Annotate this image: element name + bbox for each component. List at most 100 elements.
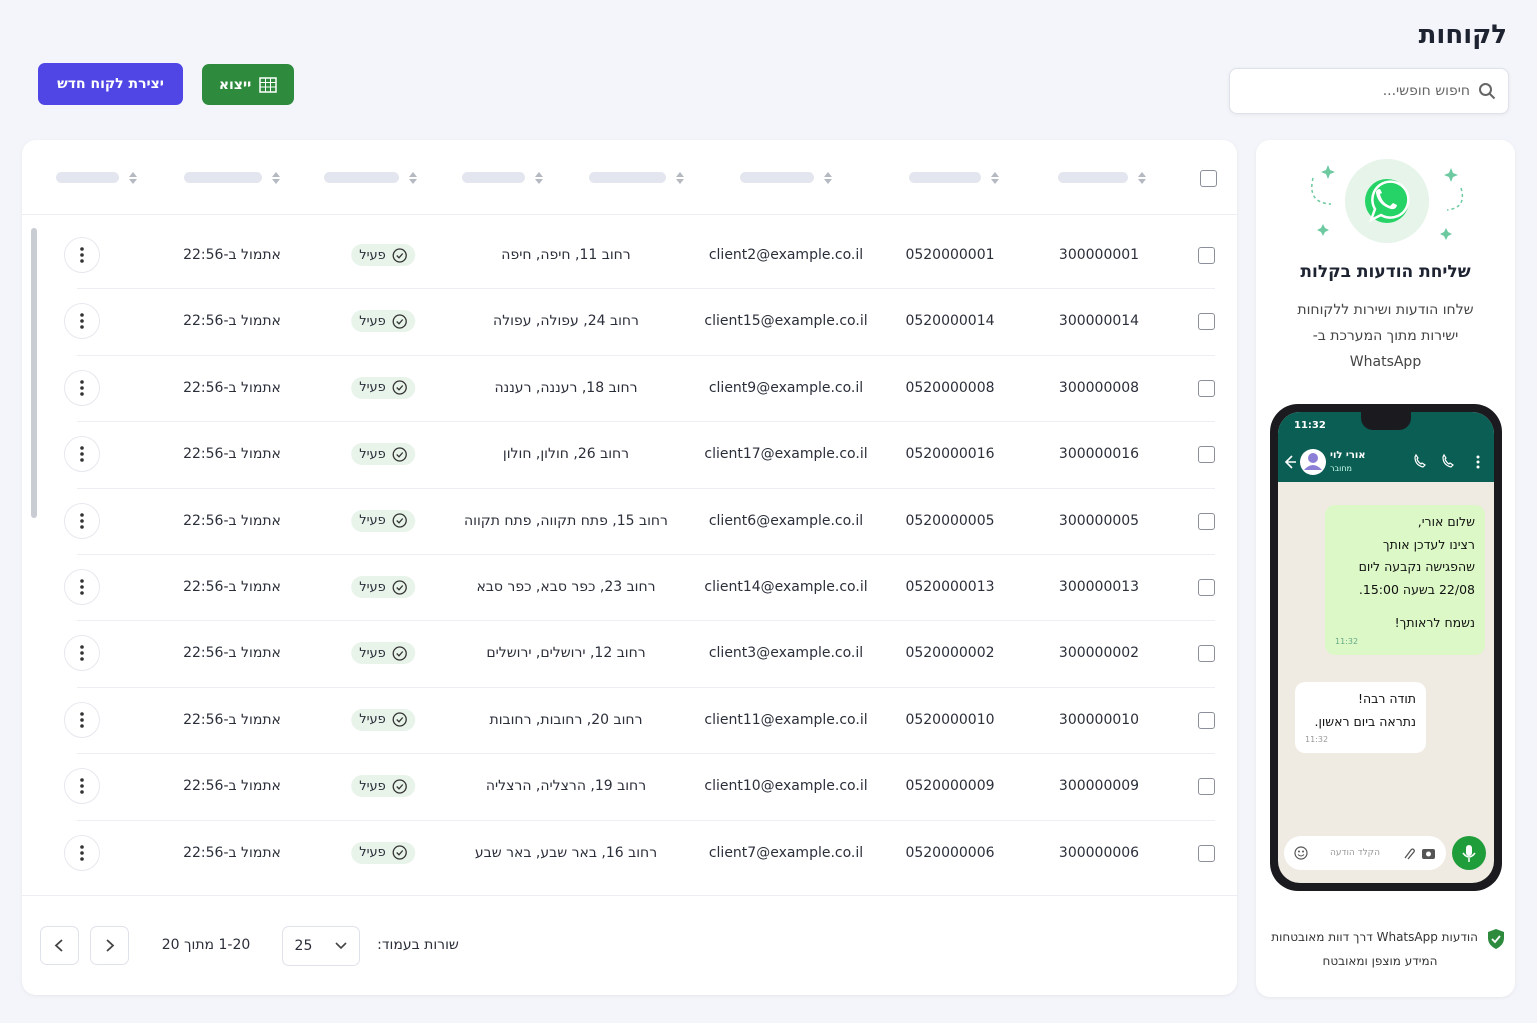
dots-icon (80, 579, 84, 595)
row-menu[interactable] (64, 369, 100, 406)
row-checkbox[interactable] (1198, 313, 1215, 331)
outgoing-bubble: שלום אורי, רצינו לעדכן אותך שהפגישה נקבעה … (1325, 505, 1485, 655)
status-label: פעיל (359, 247, 386, 263)
status-label: פעיל (359, 313, 386, 329)
row-menu[interactable] (64, 502, 100, 539)
table-cell: רחוב 15, פתח תקווה, פתח תקווה (464, 512, 668, 529)
message-line: נתראה ביום ראשון. (1314, 713, 1416, 729)
phone-screen: 11:32 אורי לוי מחובר שלום אורי, רצינו לעד… (1278, 412, 1494, 883)
row-checkbox[interactable] (1198, 379, 1215, 397)
row-menu[interactable] (64, 635, 100, 672)
message-line: שהפגישה נקבעה ליום (1358, 559, 1475, 574)
footer-line-2: המידע מוצפן ומאובטח (1322, 954, 1438, 968)
table-cell: 300000005 (1058, 512, 1140, 529)
table-cell: אתמול ב-22:56 (183, 313, 281, 330)
status-label: פעיל (359, 778, 386, 794)
row-menu[interactable] (64, 768, 100, 805)
message-input: הקלד הודעה (1284, 836, 1446, 870)
table-cell: רחוב 23, כפר סבא, כפר סבא (476, 579, 656, 595)
create-button[interactable]: יצירת לקוח חדש (38, 63, 183, 105)
table-cell: client17@example.co.il (704, 446, 868, 463)
check-icon (392, 314, 407, 329)
search-box[interactable]: חיפוש חופשי... (1229, 68, 1509, 114)
row-divider (77, 620, 1215, 622)
table-cell: אתמול ב-22:56 (183, 778, 281, 795)
table-cell: 300000009 (1058, 778, 1140, 795)
status-label: פעיל (359, 712, 386, 728)
table-cell: 300000016 (1058, 446, 1140, 463)
prev-page[interactable] (40, 926, 79, 965)
table-cell: 300000014 (1058, 313, 1140, 330)
row-divider (77, 753, 1215, 755)
attach-camera-icons (1404, 848, 1435, 860)
header-placeholder (56, 172, 119, 183)
shield-icon (1488, 929, 1504, 949)
row-checkbox[interactable] (1198, 512, 1215, 530)
check-icon (392, 646, 407, 661)
table-cell: client9@example.co.il (708, 379, 864, 396)
select-all-checkbox[interactable] (1200, 170, 1217, 187)
dots-icon (80, 711, 84, 728)
status-chip: פעיל (351, 244, 415, 266)
table-cell: 0520000014 (905, 313, 995, 330)
sort-icon (409, 170, 417, 184)
page-title: לקוחות (1418, 20, 1507, 50)
table-cell: 0520000006 (905, 844, 995, 861)
sort-icon (824, 170, 832, 184)
row-menu[interactable] (64, 436, 100, 473)
chat-header-icons (1284, 449, 1480, 475)
row-menu[interactable] (64, 701, 100, 738)
message-line: 22/08 בשעה 15:00. (1358, 581, 1475, 597)
sort-arrows (1138, 172, 1146, 184)
rows-per-page-label: שורות בעמוד: (377, 937, 459, 953)
status-chip: פעיל (351, 310, 415, 333)
sort-icon (991, 170, 999, 184)
next-page[interactable] (90, 926, 129, 965)
table-cell: 300000002 (1058, 645, 1140, 662)
row-checkbox[interactable] (1198, 844, 1215, 862)
export-button[interactable]: ייצוא (202, 64, 294, 105)
check-icon (392, 579, 407, 595)
promo-description: שלחו הודעות ושירות ללקוחות ישירות מתוך ה… (1297, 302, 1474, 370)
table-cell: אתמול ב-22:56 (183, 645, 281, 662)
row-menu[interactable] (64, 303, 100, 340)
row-checkbox[interactable] (1198, 446, 1215, 464)
header-placeholder (589, 172, 666, 183)
row-divider (77, 288, 1215, 290)
row-menu[interactable] (64, 834, 100, 871)
dots-icon (80, 247, 84, 263)
row-menu[interactable] (64, 237, 100, 273)
status-label: פעיל (359, 645, 386, 661)
rows-per-page-select[interactable]: 25 (282, 926, 360, 966)
table-cell: אתמול ב-22:56 (183, 512, 281, 529)
table-cell: 300000001 (1058, 247, 1140, 263)
row-checkbox[interactable] (1198, 645, 1215, 663)
table-cell: client2@example.co.il (708, 247, 864, 263)
row-checkbox[interactable] (1198, 711, 1215, 729)
sort-arrows (129, 172, 137, 184)
row-checkbox[interactable] (1198, 247, 1215, 264)
row-checkbox[interactable] (1198, 579, 1215, 596)
incoming-bubble: תודה רבה! נתראה ביום ראשון. 11:32 (1295, 682, 1426, 753)
table-cell: client15@example.co.il (704, 313, 868, 330)
sort-icon (535, 170, 543, 184)
header-placeholder (184, 172, 262, 183)
table-cell: client3@example.co.il (708, 645, 864, 662)
status-label: פעיל (359, 380, 386, 396)
status-chip: פעיל (351, 509, 415, 532)
phone-mockup: 11:32 אורי לוי מחובר שלום אורי, רצינו לעד… (1270, 404, 1502, 891)
row-divider (77, 354, 1215, 356)
header-placeholder (909, 172, 981, 183)
check-icon (392, 712, 407, 727)
row-checkbox[interactable] (1198, 778, 1215, 796)
dots-icon (80, 778, 84, 794)
row-divider (77, 554, 1215, 555)
status-label: פעיל (359, 446, 386, 462)
row-menu[interactable] (64, 569, 100, 605)
header-placeholder (324, 172, 399, 183)
sort-arrows (409, 172, 417, 184)
table-cell: 300000010 (1058, 711, 1140, 728)
sort-arrows (272, 172, 280, 184)
contact-name: אורי לוי (1330, 450, 1366, 461)
